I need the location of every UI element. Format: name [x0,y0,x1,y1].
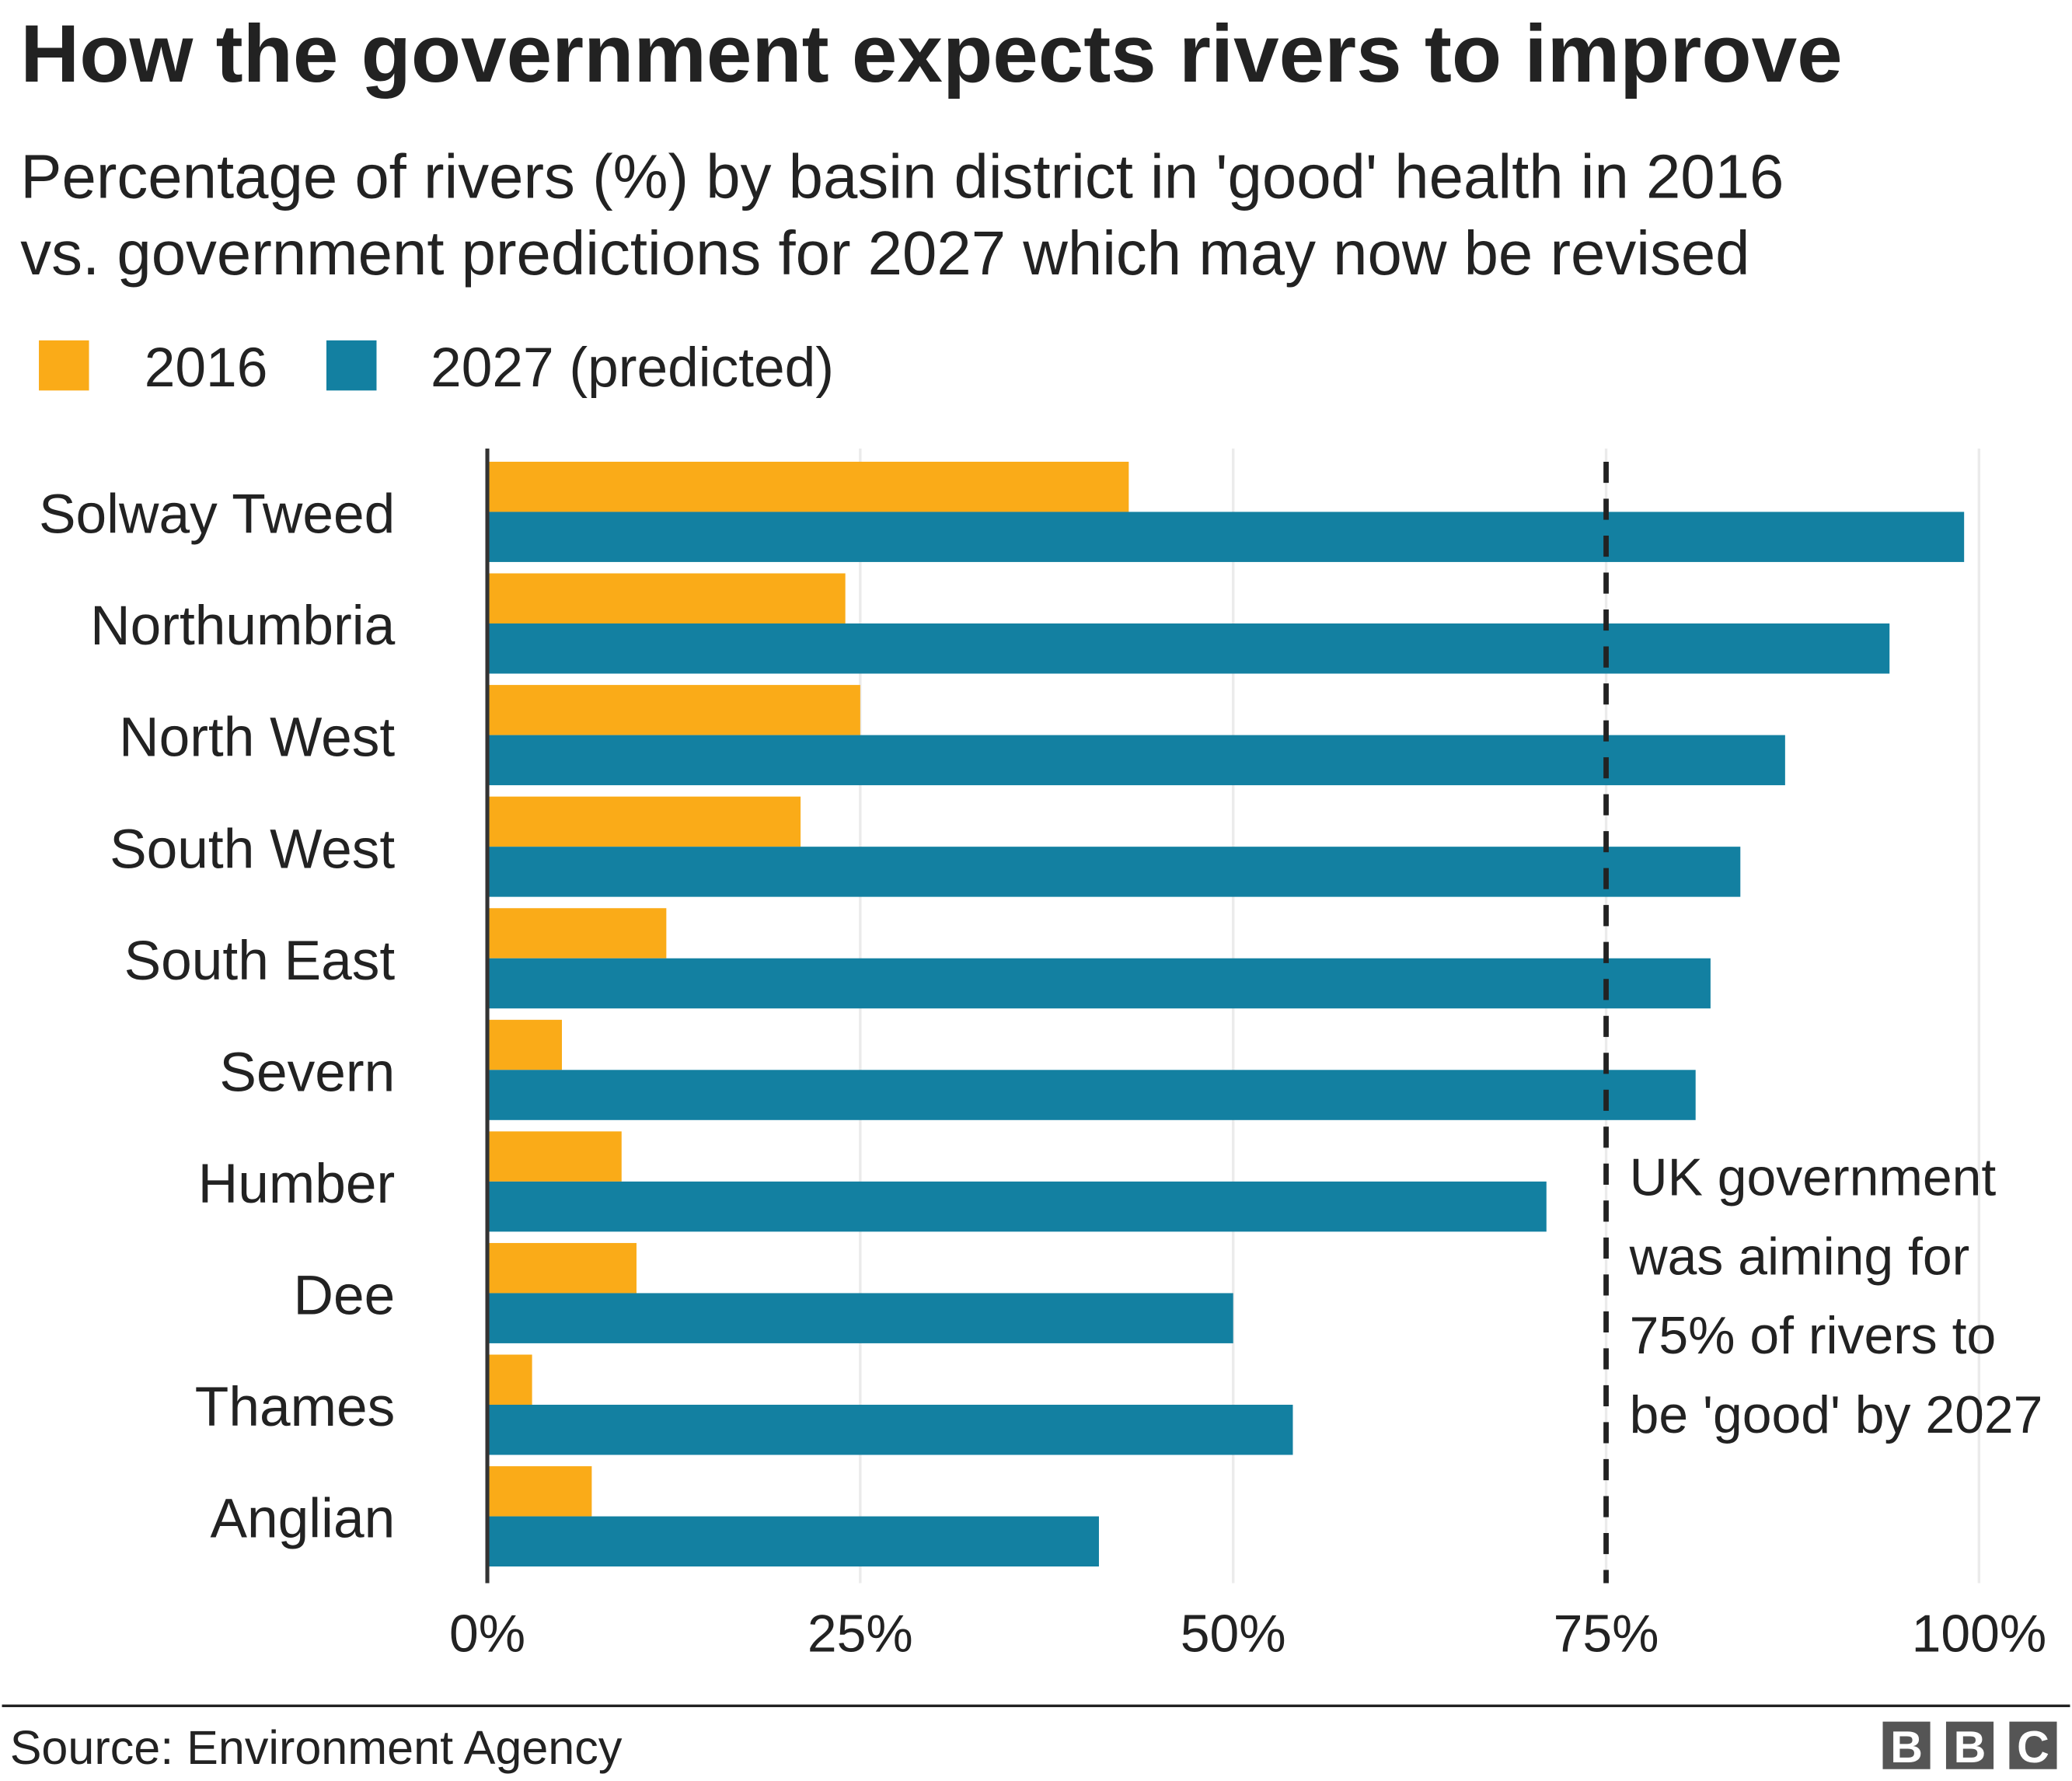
bar-2016 [487,1131,622,1182]
bar-2027 [487,958,1711,1009]
category-label: Severn [219,1041,395,1103]
category-label: South East [124,930,396,992]
bar-2016 [487,796,801,847]
bar-2016 [487,1354,532,1406]
x-tick-label: 25% [808,1605,913,1664]
bar-2027 [487,1293,1233,1343]
bbc-logo: B B C [1882,1721,2057,1772]
x-tick-label: 50% [1181,1605,1286,1664]
bar-2016 [487,573,846,624]
source-note: Source: Environment Agency [10,1721,623,1774]
x-tick-label: 100% [1912,1605,2047,1664]
chart-subtitle-line-2: vs. government predictions for 2027 whic… [20,218,1749,288]
bar-2027 [487,847,1741,897]
legend-swatch-2027 [326,340,377,391]
bar-2016 [487,685,860,735]
category-label: Northumbria [90,595,395,657]
x-tick-label: 0% [449,1605,525,1664]
category-label: Dee [293,1265,395,1327]
legend-swatch-2016 [39,340,89,391]
legend-label-2027: 2027 (predicted) [431,337,834,399]
bar-2016 [487,1242,637,1294]
svg-text:C: C [2017,1723,2049,1772]
bar-2027 [487,1070,1696,1120]
bar-2027 [487,512,1965,562]
category-label: North West [119,707,395,769]
bar-2027 [487,1516,1099,1567]
x-tick-label: 75% [1554,1605,1659,1664]
bar-2016 [487,908,667,959]
annotation-line: UK government [1630,1149,1997,1207]
svg-text:B: B [1890,1723,1923,1772]
bar-2027 [487,1181,1547,1232]
bar-2027 [487,623,1890,674]
legend-label-2016: 2016 [145,337,268,399]
category-label: South West [110,818,395,880]
bar-2016 [487,461,1129,512]
category-label: Anglian [210,1488,395,1550]
svg-text:B: B [1954,1723,1987,1772]
bar-2027 [487,1405,1293,1455]
chart-subtitle-line-1: Percentage of rivers (%) by basin distri… [20,142,1784,211]
bar-2027 [487,735,1785,786]
category-label: Thames [195,1376,395,1438]
annotation-line: was aiming for [1629,1227,1970,1286]
bar-2016 [487,1466,592,1517]
category-label: Solway Tweed [39,484,395,546]
annotation-line: 75% of rivers to [1630,1307,1997,1365]
chart-title: How the government expects rivers to imp… [20,9,1842,100]
annotation-line: be 'good' by 2027 [1630,1386,2043,1444]
category-label: Humber [198,1153,395,1215]
bar-2016 [487,1019,562,1070]
